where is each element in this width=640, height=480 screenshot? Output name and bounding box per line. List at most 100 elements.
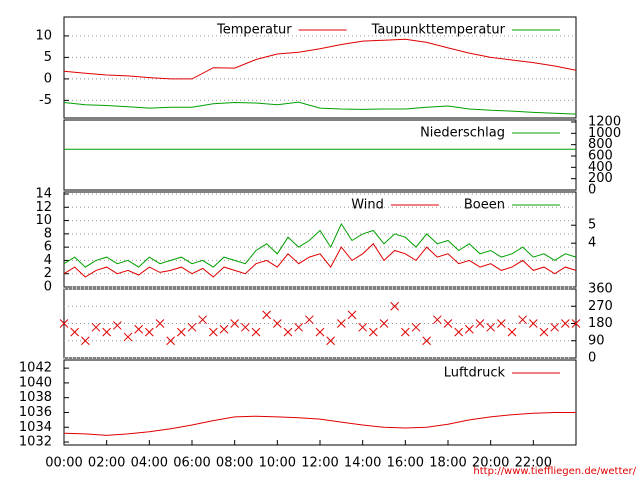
point [464, 324, 474, 334]
y-tick-label: 14 [35, 186, 52, 201]
y-tick-label: 360 [588, 282, 613, 297]
point [475, 319, 485, 328]
y-tick-label: 90 [588, 333, 605, 348]
y-tick-label: 10 [35, 213, 52, 228]
y-tick-label: 1000 [588, 126, 621, 141]
y-tick-label: 5 [44, 50, 52, 65]
point [251, 327, 261, 337]
point [560, 319, 570, 328]
point [528, 319, 538, 328]
x-tick-label: 02:00 [88, 456, 125, 471]
legend-label: Boeen [464, 198, 505, 213]
y-tick-label: 400 [588, 160, 613, 175]
point [400, 327, 410, 337]
point [411, 322, 421, 332]
y-tick-label: 0 [588, 183, 596, 198]
point [80, 336, 90, 346]
y-tick-label: 10 [35, 28, 52, 43]
y-tick-label: 1042 [19, 361, 52, 376]
series-line [63, 243, 577, 278]
point [336, 319, 346, 328]
y-tick-label: 1034 [19, 420, 52, 435]
point [294, 322, 304, 332]
point [358, 322, 368, 332]
point [518, 315, 528, 325]
y-tick-label: 2 [44, 266, 52, 281]
x-tick-label: 00:00 [45, 456, 82, 471]
point [102, 327, 112, 337]
y-tick-label: 800 [588, 137, 613, 152]
series-line [63, 38, 577, 80]
point [155, 319, 165, 328]
y-tick-label: -5 [39, 93, 52, 108]
point [347, 310, 357, 320]
y-tick-label: 180 [588, 316, 613, 331]
y-tick-label: 0 [588, 351, 596, 366]
y-tick-label: 1200 [588, 114, 621, 129]
y-tick-label: 4 [44, 253, 52, 268]
panel-frame [63, 119, 577, 191]
point [262, 310, 272, 320]
point [70, 327, 80, 337]
point [91, 322, 101, 332]
x-tick-label: 16:00 [387, 456, 424, 471]
point [240, 322, 250, 332]
point [187, 322, 197, 332]
point [230, 319, 240, 328]
point [539, 327, 549, 337]
y-tick-label: 1038 [19, 390, 52, 405]
y-tick-label: 270 [588, 299, 613, 314]
y-tick-label: 8 [44, 226, 52, 241]
point [326, 336, 336, 346]
legend-label: Luftdruck [444, 366, 506, 381]
x-tick-label: 10:00 [259, 456, 296, 471]
point [390, 301, 400, 311]
y-tick-label: 0 [44, 71, 52, 86]
y-tick-label: 0 [44, 280, 52, 295]
y2-tick-label: 5 [588, 218, 596, 233]
y-tick-label: 600 [588, 148, 613, 163]
legend-label: Temperatur [216, 23, 292, 38]
point [315, 327, 325, 337]
point [443, 319, 453, 328]
legend-label: Taupunkttemperatur [371, 23, 506, 38]
point [496, 319, 506, 328]
footer-url: http://www.tieffliegen.de/wetter/ [473, 466, 636, 477]
x-tick-label: 14:00 [344, 456, 381, 471]
legend-label: Niederschlag [420, 126, 505, 141]
x-tick-label: 08:00 [216, 456, 253, 471]
point [134, 324, 144, 334]
series-line [63, 101, 577, 115]
panel-frame [63, 16, 577, 119]
y-tick-label: 12 [35, 200, 52, 215]
point [304, 315, 314, 325]
point [486, 322, 496, 332]
series-line [63, 412, 576, 436]
point [219, 324, 229, 334]
y-tick-label: 1036 [19, 405, 52, 420]
point [198, 315, 208, 325]
point [454, 327, 464, 337]
point [59, 319, 69, 328]
point [112, 321, 122, 330]
point [368, 327, 378, 337]
point [379, 319, 389, 328]
x-tick-label: 18:00 [429, 456, 466, 471]
point [123, 332, 133, 342]
point [208, 327, 218, 337]
x-tick-label: 06:00 [173, 456, 210, 471]
x-tick-label: 20:00 [472, 456, 509, 471]
point [507, 327, 517, 337]
point [422, 336, 432, 346]
point [571, 319, 581, 328]
y-tick-label: 200 [588, 171, 613, 186]
x-tick-label: 12:00 [301, 456, 338, 471]
point [272, 319, 282, 328]
y-tick-label: 6 [44, 240, 52, 255]
series-line [63, 222, 577, 268]
x-tick-label: 22:00 [515, 456, 552, 471]
y-tick-label: 1040 [19, 375, 52, 390]
point [432, 315, 442, 325]
legend-label: Wind [351, 198, 384, 213]
